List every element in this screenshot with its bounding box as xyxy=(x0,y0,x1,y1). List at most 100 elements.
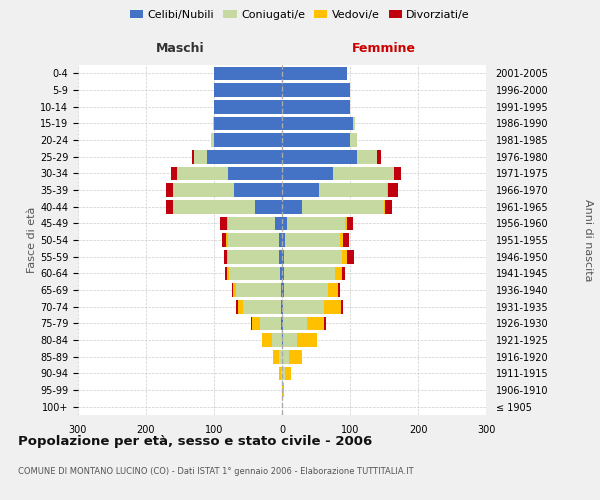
Bar xyxy=(166,200,173,213)
Bar xyxy=(262,333,272,347)
Bar xyxy=(282,83,350,97)
Text: Popolazione per età, sesso e stato civile - 2006: Popolazione per età, sesso e stato civil… xyxy=(18,435,372,448)
Bar xyxy=(282,150,357,164)
Bar xyxy=(224,250,227,264)
Bar xyxy=(297,333,317,347)
Bar xyxy=(345,216,347,230)
Bar xyxy=(350,133,357,147)
Bar xyxy=(176,166,227,180)
Bar xyxy=(229,266,280,280)
Bar xyxy=(282,183,319,197)
Bar xyxy=(333,166,394,180)
Bar xyxy=(255,200,282,213)
Bar xyxy=(236,283,281,297)
Bar xyxy=(282,350,289,364)
Bar xyxy=(282,233,286,247)
Bar xyxy=(281,283,282,297)
Bar xyxy=(272,333,282,347)
Bar xyxy=(384,200,385,213)
Bar xyxy=(227,266,229,280)
Bar xyxy=(281,316,282,330)
Bar xyxy=(286,366,291,380)
Bar xyxy=(191,150,194,164)
Bar xyxy=(282,116,353,130)
Bar xyxy=(194,150,207,164)
Bar xyxy=(214,116,282,130)
Bar xyxy=(279,366,281,380)
Bar xyxy=(347,250,354,264)
Bar xyxy=(212,116,214,130)
Bar xyxy=(214,100,282,114)
Bar xyxy=(275,216,282,230)
Bar xyxy=(260,316,281,330)
Bar xyxy=(282,300,283,314)
Bar xyxy=(227,233,278,247)
Bar xyxy=(282,333,283,347)
Bar xyxy=(211,133,214,147)
Bar xyxy=(284,266,335,280)
Bar xyxy=(282,166,333,180)
Legend: Celibi/Nubili, Coniugati/e, Vedovi/e, Divorziati/e: Celibi/Nubili, Coniugati/e, Vedovi/e, Di… xyxy=(125,6,475,25)
Text: Anni di nascita: Anni di nascita xyxy=(583,198,593,281)
Bar xyxy=(282,266,284,280)
Bar xyxy=(220,216,227,230)
Bar xyxy=(282,366,286,380)
Bar xyxy=(282,283,284,297)
Bar xyxy=(273,350,278,364)
Bar xyxy=(214,66,282,80)
Text: Maschi: Maschi xyxy=(155,42,205,55)
Bar xyxy=(252,316,260,330)
Bar xyxy=(227,250,228,264)
Bar xyxy=(207,150,282,164)
Bar xyxy=(278,233,282,247)
Bar xyxy=(357,150,377,164)
Bar xyxy=(385,200,392,213)
Bar xyxy=(243,300,281,314)
Bar xyxy=(342,250,347,264)
Bar xyxy=(335,266,342,280)
Bar xyxy=(342,266,345,280)
Bar xyxy=(228,250,279,264)
Bar xyxy=(235,183,282,197)
Bar xyxy=(214,133,282,147)
Bar xyxy=(287,216,345,230)
Bar xyxy=(289,350,302,364)
Bar xyxy=(283,300,324,314)
Bar xyxy=(227,216,275,230)
Bar xyxy=(171,166,176,180)
Bar xyxy=(284,250,342,264)
Bar xyxy=(328,283,338,297)
Text: COMUNE DI MONTANO LUCINO (CO) - Dati ISTAT 1° gennaio 2006 - Elaborazione TUTTIT: COMUNE DI MONTANO LUCINO (CO) - Dati IST… xyxy=(18,468,413,476)
Bar xyxy=(280,266,282,280)
Bar xyxy=(278,350,282,364)
Bar xyxy=(232,283,233,297)
Bar xyxy=(173,200,255,213)
Bar xyxy=(251,316,252,330)
Bar xyxy=(394,166,401,180)
Bar xyxy=(279,250,282,264)
Bar xyxy=(173,183,235,197)
Bar xyxy=(286,233,340,247)
Bar xyxy=(282,316,283,330)
Bar xyxy=(236,300,238,314)
Bar xyxy=(353,116,355,130)
Bar xyxy=(302,200,384,213)
Bar xyxy=(214,83,282,97)
Bar xyxy=(227,166,282,180)
Bar xyxy=(343,233,349,247)
Bar xyxy=(166,183,173,197)
Bar xyxy=(340,233,343,247)
Bar xyxy=(338,283,340,297)
Text: Femmine: Femmine xyxy=(352,42,416,55)
Y-axis label: Fasce di età: Fasce di età xyxy=(27,207,37,273)
Bar xyxy=(319,183,388,197)
Bar xyxy=(225,266,227,280)
Bar xyxy=(324,300,341,314)
Bar xyxy=(284,283,328,297)
Bar xyxy=(307,316,324,330)
Bar xyxy=(233,283,236,297)
Bar xyxy=(324,316,326,330)
Bar xyxy=(282,250,284,264)
Bar xyxy=(388,183,398,197)
Bar xyxy=(282,66,347,80)
